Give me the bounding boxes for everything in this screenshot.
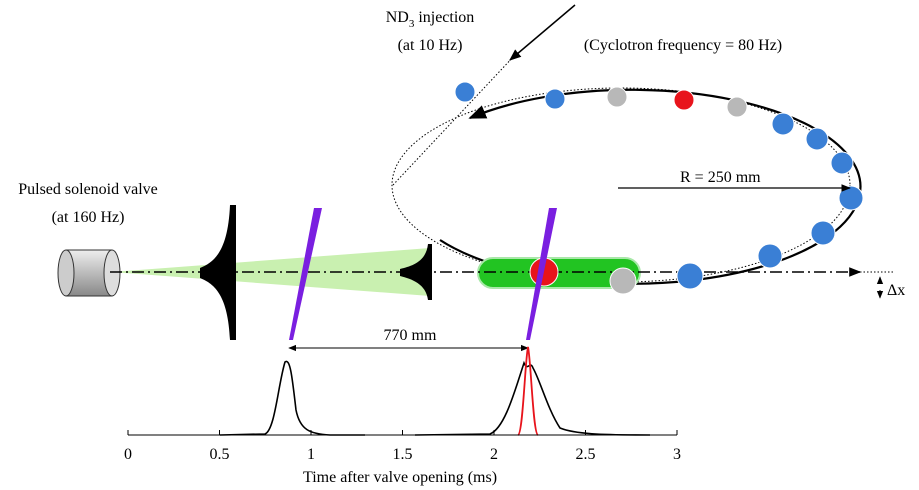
- radius-label: R = 250 mm: [680, 169, 761, 186]
- tick-label: 1: [307, 446, 315, 463]
- skimmer: [200, 205, 236, 340]
- time-axis: 0 0.5 1 1.5 2 2.5 3: [124, 430, 681, 463]
- tick-label: 1.5: [393, 446, 413, 463]
- tof-trace: [219, 360, 365, 436]
- tof-trace-trapped: [517, 346, 539, 436]
- injection-arrow: [509, 4, 576, 61]
- tick-label: 0.5: [210, 446, 230, 463]
- skimmer: [400, 244, 432, 300]
- tick-label: 3: [673, 446, 681, 463]
- valve-rate: (at 160 Hz): [52, 209, 125, 226]
- tick-label: 2: [490, 446, 498, 463]
- distance-label: 770 mm: [384, 327, 437, 344]
- tick-label: 2.5: [576, 446, 596, 463]
- injection-path: [392, 54, 516, 186]
- cyclotron-label: (Cyclotron frequency = 80 Hz): [584, 37, 782, 54]
- laser: [289, 208, 322, 340]
- ring-orbit: [439, 88, 862, 285]
- valve-label: Pulsed solenoid valve: [18, 181, 158, 198]
- valve: [57, 249, 121, 297]
- tick-label: 0: [124, 446, 132, 463]
- offset-label: Δx: [887, 282, 905, 299]
- tof-trace: [414, 360, 651, 436]
- trapped-bunch: [477, 257, 641, 289]
- injection-rate: (at 10 Hz): [398, 37, 463, 54]
- laser: [526, 208, 557, 340]
- injection-label: ND3 injection: [386, 9, 475, 30]
- molecules: [454, 81, 864, 295]
- axis-label: Time after valve opening (ms): [303, 469, 497, 486]
